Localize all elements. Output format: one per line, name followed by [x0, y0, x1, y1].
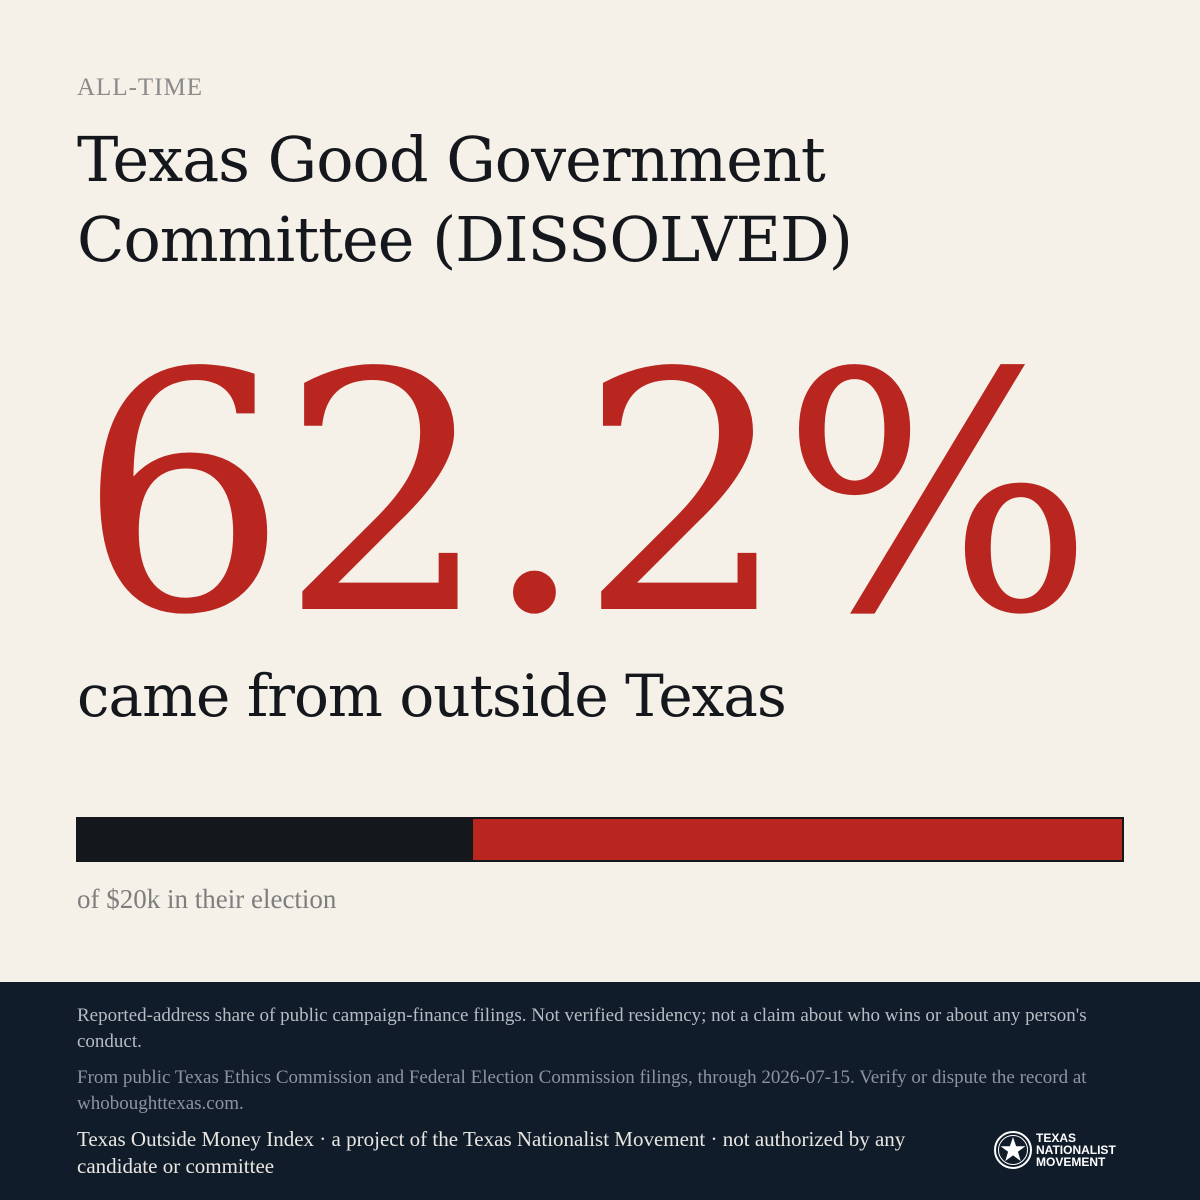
- bar-caption: of $20k in their election: [77, 884, 337, 914]
- committee-title: Texas Good Government Committee (DISSOLV…: [77, 123, 853, 276]
- tnm-logo: TEXAS NATIONALIST MOVEMENT: [993, 1130, 1116, 1170]
- star-seal-icon: [994, 1131, 1032, 1169]
- share-bar: [76, 817, 1124, 862]
- outside-share-stat: 62.2%: [78, 303, 1094, 687]
- logo-line-3: MOVEMENT: [1036, 1155, 1106, 1169]
- logo-line-2: NATIONALIST: [1036, 1143, 1116, 1157]
- footer-project-credit: Texas Outside Money Index · a project of…: [77, 1127, 906, 1178]
- share-bar-inside-segment: [78, 819, 473, 860]
- footer-disclaimer: Reported-address share of public campaig…: [77, 1005, 1087, 1052]
- eyebrow-label: ALL-TIME: [77, 74, 204, 101]
- logo-line-1: TEXAS: [1036, 1131, 1077, 1145]
- stat-description: came from outside Texas: [77, 662, 787, 730]
- footer-source: From public Texas Ethics Commission and …: [77, 1067, 1087, 1114]
